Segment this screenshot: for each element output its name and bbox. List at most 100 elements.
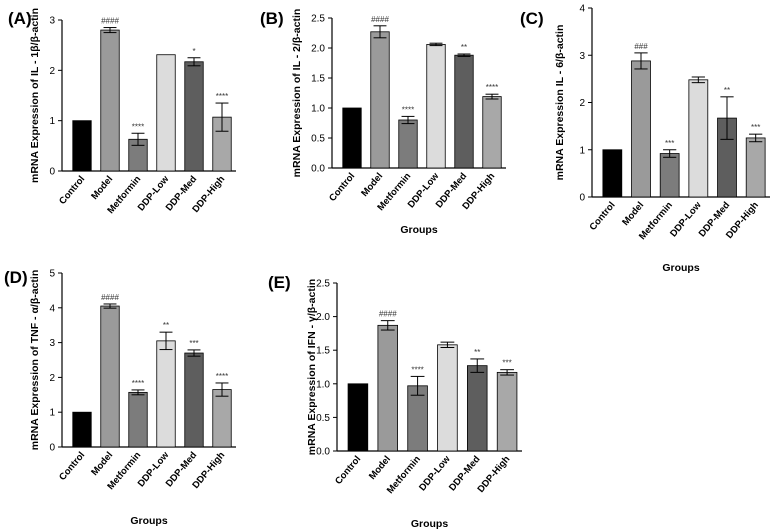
y-tick-label: 2 — [49, 66, 55, 77]
y-tick-label: 2 — [49, 373, 55, 384]
panel-label: (E) — [268, 273, 291, 292]
bar-ddp-high — [496, 371, 518, 452]
y-axis-label: mRNA Expression of IL - 1β/β-actin — [29, 8, 41, 183]
bar-ddp-med — [184, 352, 204, 448]
significance-label: ** — [724, 86, 730, 95]
bar-control — [72, 120, 92, 172]
significance-label: #### — [101, 293, 119, 302]
x-tick-label: Model — [359, 171, 385, 199]
y-tick-label: 0.5 — [316, 413, 330, 424]
x-tick-label: Control — [57, 174, 87, 207]
bar-control — [342, 107, 362, 169]
x-tick-label: Control — [587, 200, 617, 233]
bar-ddp-low — [426, 44, 446, 169]
chart-panel-b: (B) 0.0 0.5 1.0 1.5 2.0 2.5 mRNA Expression of … — [260, 9, 506, 236]
y-tick-label: 1.5 — [316, 346, 330, 357]
x-tick-label: Model — [89, 450, 115, 478]
significance-label: *** — [665, 139, 674, 148]
x-tick-label: Control — [333, 454, 363, 487]
y-tick-label: 2.5 — [316, 279, 330, 290]
bar-ddp-high — [212, 389, 232, 448]
panel-label: (C) — [520, 9, 544, 28]
x-tick-label: Control — [327, 171, 357, 204]
y-tick-label: 0.5 — [311, 134, 325, 145]
y-tick-label: 4 — [49, 303, 55, 314]
bar-metformin — [398, 119, 418, 169]
bar-ddp-med — [454, 54, 474, 169]
y-tick-label: 2.0 — [311, 44, 325, 55]
bar-ddp-med — [467, 365, 488, 452]
y-tick-label: 1.0 — [311, 104, 325, 115]
x-axis-label: Groups — [662, 262, 699, 274]
significance-label: **** — [216, 92, 228, 101]
significance-label: *** — [751, 123, 760, 132]
bar-metformin — [128, 391, 148, 448]
y-tick-label: 3 — [49, 338, 55, 349]
y-axis-label: mRNA Expression of IL - 2/β-actin — [291, 9, 303, 178]
x-tick-label: Control — [57, 450, 87, 483]
y-axis-label: mRNA Expression IL - 6/β-actin — [554, 25, 566, 181]
y-tick-label: 0 — [579, 193, 585, 204]
significance-label: #### — [379, 310, 397, 319]
significance-label: **** — [411, 365, 423, 374]
y-tick-label: 2 — [579, 98, 585, 109]
bar-ddp-high — [745, 137, 766, 198]
y-axis-label: mRNA Expression of TNF - α/β-actin — [29, 270, 41, 451]
significance-label: **** — [216, 372, 228, 381]
significance-label: ** — [163, 321, 169, 330]
bar-ddp-low — [156, 340, 176, 448]
bar-ddp-low — [437, 344, 458, 452]
x-axis-label: Groups — [400, 224, 437, 236]
y-tick-label: 1 — [49, 408, 55, 419]
y-tick-label: 1.0 — [316, 379, 330, 390]
significance-label: *** — [189, 339, 198, 348]
chart-panel-a: (A) 0 1 2 3 mRNA Expression of IL - 1β/β-acti… — [8, 8, 236, 216]
x-axis-label: Groups — [411, 518, 448, 530]
y-tick-label: 4 — [579, 4, 585, 15]
significance-label: **** — [402, 105, 414, 114]
y-axis-label: mRNA Expression of IFN - γ/β-actin — [306, 279, 318, 455]
x-tick-label: Model — [89, 174, 115, 202]
y-tick-label: 0.0 — [316, 447, 330, 458]
x-tick-label: Model — [367, 454, 393, 482]
bar-model — [631, 60, 651, 198]
bar-model — [100, 29, 120, 172]
panel-label: (D) — [4, 268, 28, 287]
bar-model — [370, 31, 390, 169]
panel-label: (B) — [260, 9, 284, 28]
significance-label: #### — [371, 15, 389, 24]
significance-label: ** — [461, 43, 467, 52]
y-tick-label: 1 — [579, 145, 585, 156]
significance-label: *** — [502, 359, 511, 368]
bar-control — [602, 149, 623, 198]
bar-control — [347, 383, 369, 452]
significance-label: **** — [132, 122, 144, 131]
y-tick-label: 1 — [49, 116, 55, 127]
x-axis-label: Groups — [130, 515, 167, 527]
y-tick-label: 0 — [49, 443, 55, 454]
bar-ddp-high — [482, 96, 502, 169]
bar-control — [72, 411, 92, 448]
significance-label: * — [192, 47, 195, 56]
bar-model — [100, 305, 120, 448]
y-tick-label: 2.0 — [316, 312, 330, 323]
significance-label: ** — [474, 348, 480, 357]
y-tick-label: 1.5 — [311, 74, 325, 85]
y-tick-label: 3 — [49, 16, 55, 27]
y-tick-label: 0.0 — [311, 164, 325, 175]
y-tick-label: 5 — [49, 269, 55, 280]
panel-label: (A) — [8, 9, 32, 28]
bar-ddp-low — [156, 54, 176, 172]
bar-ddp-med — [184, 61, 204, 172]
chart-panel-c: (C) 0 1 2 3 4 mRNA Expression IL - 6/β-actin Co… — [520, 4, 770, 274]
bar-metformin — [659, 153, 680, 198]
significance-label: **** — [132, 379, 144, 388]
bar-model — [377, 324, 398, 452]
chart-panel-d: (D) 0 1 2 3 4 5 mRNA Expression of TNF - α/β-ac… — [4, 268, 236, 527]
bar-ddp-low — [688, 79, 709, 198]
significance-label: **** — [486, 83, 498, 92]
y-tick-label: 3 — [579, 51, 585, 62]
x-tick-label: Model — [620, 200, 646, 228]
